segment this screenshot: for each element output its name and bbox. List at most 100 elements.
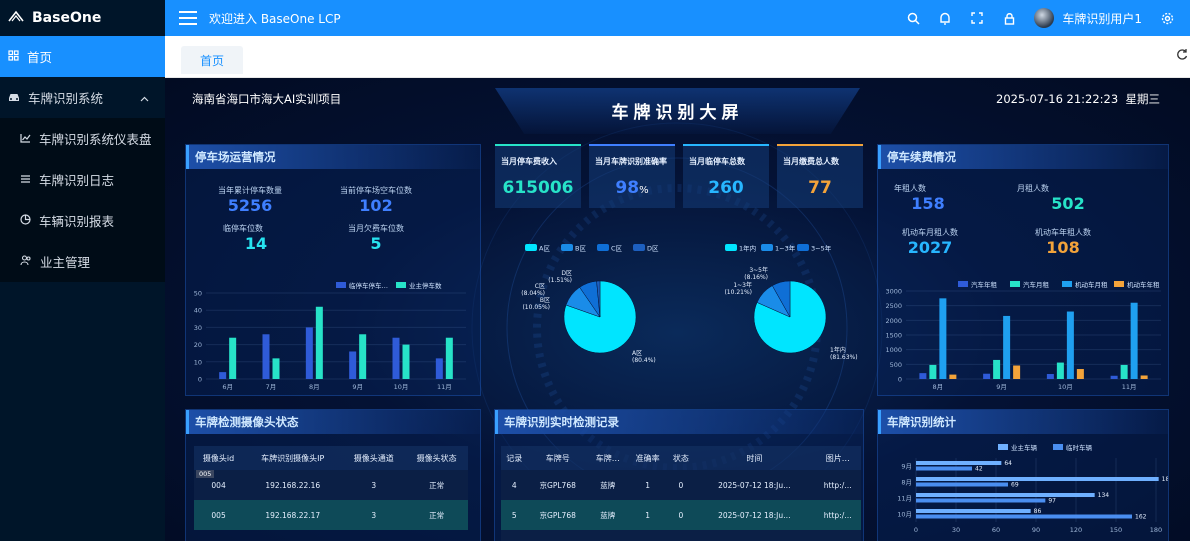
data-label: 64	[1004, 460, 1012, 467]
slice-label: 1年内	[830, 346, 846, 354]
fees-panel: 停车续费情况 年租人数 158 月租人数 502 机动车月租人数 2027 机动…	[877, 144, 1169, 396]
bell-icon[interactable]	[938, 11, 952, 25]
y-tick-label: 9月	[901, 463, 912, 471]
cell: http:/…	[814, 470, 861, 500]
fullscreen-icon[interactable]	[970, 11, 984, 25]
legend-label: 1年内	[739, 244, 756, 253]
avatar[interactable]	[1034, 8, 1055, 28]
search-icon[interactable]	[906, 11, 920, 25]
datetime-value: 2025-07-16 21:22:23	[996, 92, 1119, 106]
y-tick-label: 11月	[897, 495, 912, 503]
column-header: 车牌…	[587, 446, 628, 470]
bar	[916, 461, 1002, 465]
stat-value: 158	[911, 194, 945, 213]
kpi-value: 615006	[502, 178, 574, 198]
stat-label: 当月欠费车位数	[348, 224, 404, 233]
cell: 2025-07-12 18:Ju…	[694, 500, 815, 530]
cell: 1	[627, 500, 668, 530]
menu-collapse-icon[interactable]	[179, 11, 197, 25]
data-label: 42	[975, 466, 983, 473]
cell: 2025-07-12 18:Ju…	[694, 470, 815, 500]
welcome-text: 欢迎进入 BaseOne LCP	[209, 11, 341, 26]
column-header: 准确率	[627, 446, 668, 470]
slice-label: (10.21%)	[724, 289, 752, 296]
bar	[916, 509, 1031, 513]
user-name[interactable]: 车牌识别用户1	[1062, 11, 1142, 26]
slice-label: (8.16%)	[744, 274, 768, 281]
table-row[interactable]: 005 192.168.22.17 3 正常	[194, 500, 468, 530]
top-bar: 欢迎进入 BaseOne LCP 车牌识别用户1	[165, 0, 1190, 36]
pie-slice	[772, 280, 791, 318]
legend-swatch	[797, 244, 809, 251]
slice-label: (80.4%)	[632, 357, 656, 364]
sidebar: BaseOne 首页 车牌识别系统 车牌识别系统仪表盘 车牌识别	[0, 0, 165, 541]
cell: 蓝牌	[587, 530, 628, 541]
column-header: 时间	[694, 446, 815, 470]
stat-label: 月租人数	[1017, 184, 1049, 193]
table-row[interactable]: 6 京GPL768 蓝牌 1 0 2025-07-12 18:Ju… http:…	[501, 530, 861, 541]
slice-label: A区	[632, 350, 642, 357]
legend-swatch	[1114, 281, 1124, 287]
tab-home[interactable]: 首页	[181, 46, 243, 74]
panel-title: 车牌检测摄像头状态	[186, 410, 480, 434]
logo-icon	[8, 10, 24, 26]
table-row[interactable]: 4 京GPL768 蓝牌 1 0 2025-07-12 18:Ju… http:…	[501, 470, 861, 500]
camera-table: 摄像头id 车牌识别摄像头IP 摄像头通道 摄像头状态 004 192.168.…	[194, 446, 468, 530]
table-row[interactable]: 004 192.168.22.16 3 正常	[194, 470, 468, 500]
dashboard-screen: 海南省海口市海大AI实训项目 车牌识别大屏 2025-07-16 21:22:2…	[165, 78, 1190, 541]
x-tick-label: 7月	[266, 383, 277, 391]
slice-label: 3~5年	[749, 266, 768, 274]
stat-label: 当年累计停车数量	[218, 186, 282, 195]
pie-chart-icon	[20, 213, 31, 228]
sidebar-item-dashboard[interactable]: 车牌识别系统仪表盘	[0, 118, 165, 159]
x-tick-label: 8月	[309, 383, 320, 391]
bar	[219, 372, 227, 379]
y-tick-label: 1500	[885, 332, 902, 340]
data-label: 69	[1011, 482, 1019, 489]
refresh-icon[interactable]	[1176, 48, 1188, 64]
legend-swatch	[336, 282, 346, 288]
column-header: 摄像头状态	[405, 446, 468, 470]
cell: 004	[194, 470, 244, 500]
fees-bar-chart: 0 500 1000 1500 2000 2500 3000 8月 9月 10月 11月 汽车年租 汽车…	[885, 280, 1161, 391]
bar	[305, 327, 313, 379]
cell: 1	[627, 530, 668, 541]
sidebar-item-owners[interactable]: 业主管理	[0, 241, 165, 282]
cell: 3	[342, 500, 406, 530]
panel-title: 停车续费情况	[878, 145, 1168, 169]
tabs-bar: 首页	[165, 36, 1190, 78]
legend-label: 3~5年	[811, 244, 832, 253]
brand[interactable]: BaseOne	[0, 0, 165, 36]
x-tick-label: 10月	[1058, 383, 1073, 391]
bar	[916, 482, 1008, 487]
sidebar-item-label: 业主管理	[40, 255, 91, 270]
stat-monthly: 月租人数 502	[1013, 183, 1123, 213]
bar	[402, 344, 410, 379]
sidebar-item-home[interactable]: 首页	[0, 36, 165, 77]
slice-label: (1.51%)	[548, 277, 572, 284]
cell: 京GPL768	[527, 500, 588, 530]
lock-icon[interactable]	[1002, 11, 1016, 25]
column-header: 图片…	[814, 446, 861, 470]
slice-label: (81.63%)	[830, 354, 858, 361]
kpi-label: 当月车牌识别准确率	[595, 157, 667, 166]
datetime: 2025-07-16 21:22:23 星期三	[996, 91, 1160, 107]
slice-label: (8.04%)	[521, 290, 545, 297]
bar	[916, 514, 1132, 519]
sidebar-item-plate-system[interactable]: 车牌识别系统	[0, 77, 165, 118]
legend-label: 机动车月租	[1075, 280, 1108, 289]
cell: http:/…	[814, 500, 861, 530]
legend-label: A区	[539, 245, 550, 253]
sidebar-item-report[interactable]: 车辆识别报表	[0, 200, 165, 241]
x-tick-label: 120	[1070, 526, 1082, 534]
kpi-label: 当月缴费总人数	[783, 157, 839, 166]
legend-swatch	[761, 244, 773, 251]
gear-icon[interactable]	[1160, 11, 1174, 25]
y-tick-label: 10	[194, 358, 202, 366]
cell: 蓝牌	[587, 500, 628, 530]
bar	[435, 358, 443, 379]
bar	[445, 337, 453, 379]
table-row[interactable]: 5 京GPL768 蓝牌 1 0 2025-07-12 18:Ju… http:…	[501, 500, 861, 530]
legend-label: 1~3年	[775, 244, 796, 253]
sidebar-item-log[interactable]: 车牌识别日志	[0, 159, 165, 200]
